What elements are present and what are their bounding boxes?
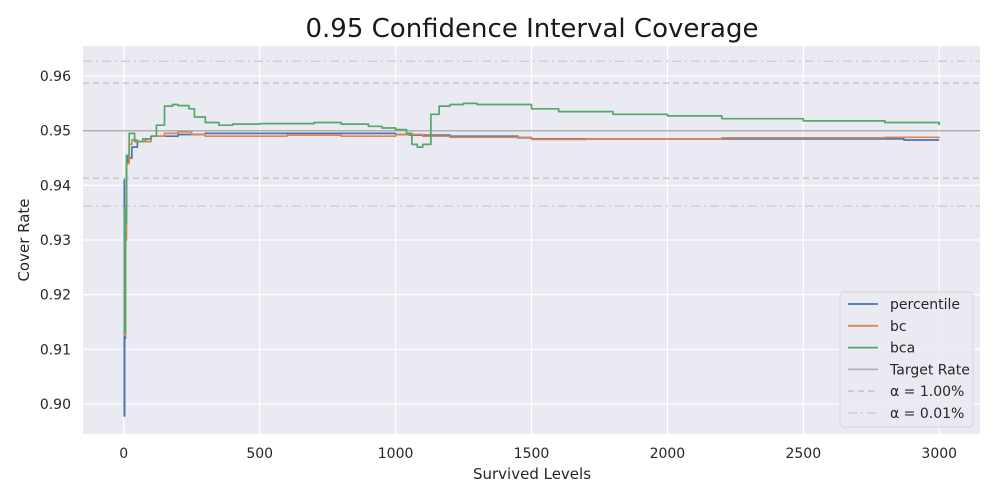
x-tick-label: 3000 bbox=[921, 446, 957, 462]
x-axis-label: Survived Levels bbox=[473, 465, 591, 483]
y-tick-label: 0.92 bbox=[40, 288, 71, 304]
y-axis-ticks: 0.90 0.91 0.92 0.93 0.94 0.95 0.96 bbox=[40, 69, 71, 413]
legend-label: percentile bbox=[890, 297, 960, 313]
x-axis-ticks: 0 500 1000 1500 2000 2500 3000 bbox=[119, 446, 957, 462]
x-tick-label: 0 bbox=[119, 446, 128, 462]
legend-label: α = 1.00% bbox=[890, 384, 964, 400]
y-tick-label: 0.95 bbox=[40, 124, 71, 140]
series-line-bca bbox=[123, 102, 941, 334]
legend: percentile bc bca Target Rate α = 1.00% α = 0… bbox=[839, 291, 974, 428]
grid bbox=[83, 46, 980, 434]
y-tick-label: 0.90 bbox=[40, 397, 71, 413]
y-tick-label: 0.91 bbox=[40, 342, 71, 358]
series-lines bbox=[123, 102, 941, 417]
x-tick-label: 1000 bbox=[378, 446, 414, 462]
legend-label: bca bbox=[890, 341, 915, 357]
legend-label: Target Rate bbox=[889, 362, 970, 378]
x-tick-label: 2000 bbox=[650, 446, 686, 462]
y-axis-label: Cover Rate bbox=[15, 198, 33, 281]
x-tick-label: 2500 bbox=[785, 446, 821, 462]
y-tick-label: 0.94 bbox=[40, 178, 71, 194]
x-tick-label: 1500 bbox=[514, 446, 550, 462]
x-tick-label: 500 bbox=[246, 446, 273, 462]
legend-label: α = 0.01% bbox=[890, 406, 964, 422]
reference-lines bbox=[83, 60, 980, 207]
y-tick-label: 0.96 bbox=[40, 69, 71, 85]
y-tick-label: 0.93 bbox=[40, 233, 71, 249]
legend-label: bc bbox=[890, 319, 907, 335]
chart-title: 0.95 Confidence Interval Coverage bbox=[305, 14, 758, 44]
